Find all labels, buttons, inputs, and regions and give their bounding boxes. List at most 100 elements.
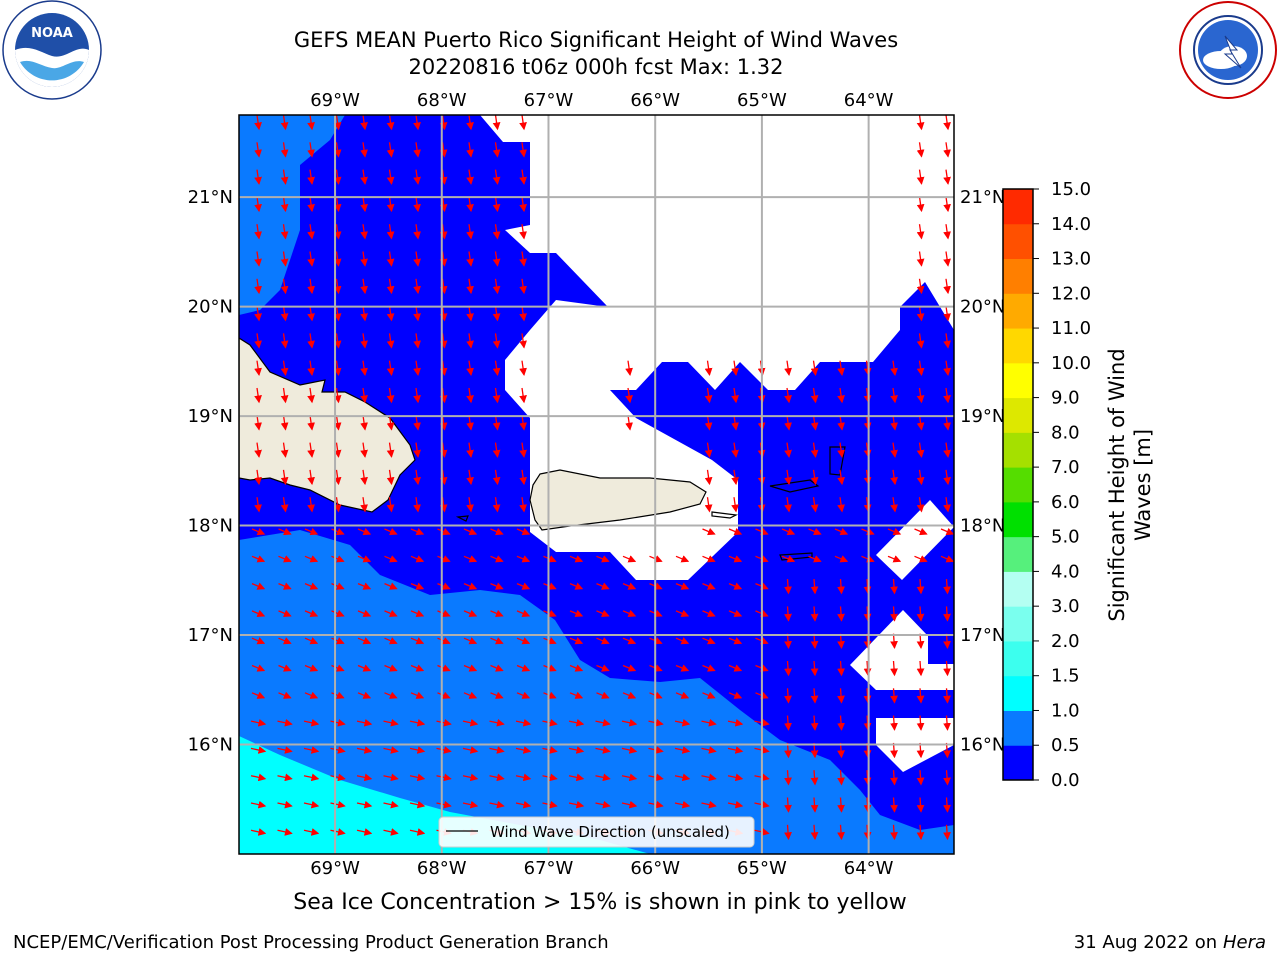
wave-vector	[278, 637, 292, 645]
wave-vector	[810, 797, 819, 813]
wave-vector	[492, 169, 501, 185]
wave-vector	[277, 746, 293, 754]
wave-vector	[386, 469, 395, 486]
wave-vector	[543, 609, 557, 618]
map-tick-labels: 69°W 69°W 68°W 68°W 67°W 67°W 66°W 66°W 65°W 65°W…	[188, 90, 1006, 879]
wave-vector	[568, 718, 585, 727]
wave-vector	[837, 797, 845, 813]
wave-vector	[784, 824, 792, 841]
wave-vector	[543, 555, 557, 563]
wave-vector	[489, 746, 505, 754]
noaa-logo: NOAA	[2, 0, 102, 100]
wave-vector	[360, 497, 368, 513]
wave-vector	[702, 555, 716, 563]
wave-vector	[409, 800, 426, 809]
wave-vector	[675, 664, 690, 672]
wave-vector	[837, 770, 845, 786]
wave-vector	[516, 555, 531, 563]
wave-vector	[413, 115, 421, 131]
wave-vector	[280, 224, 289, 240]
wave-vector	[466, 442, 474, 458]
wave-vector	[916, 306, 925, 322]
wave-vector	[386, 224, 395, 240]
wave-vector	[254, 115, 262, 131]
wave-vector	[386, 306, 395, 322]
wave-vector	[330, 746, 346, 754]
wave-vector	[837, 660, 845, 677]
wave-vector	[250, 828, 267, 836]
wave-vector	[251, 609, 266, 618]
wave-vector	[413, 169, 421, 185]
wave-vector	[386, 415, 395, 431]
wave-vector	[675, 555, 690, 563]
wave-vector	[333, 333, 342, 349]
wave-vector	[331, 527, 345, 536]
wave-vector	[466, 196, 474, 213]
wave-vector	[466, 224, 474, 240]
wave-vector	[596, 582, 610, 590]
wave-vector	[492, 251, 501, 267]
colorbar-segment	[1003, 432, 1033, 468]
wave-vector	[810, 360, 819, 376]
wave-vector	[386, 442, 395, 458]
wave-vector	[386, 360, 395, 376]
wave-vector	[251, 555, 266, 563]
nws-logo	[1179, 1, 1277, 99]
wave-vector	[277, 828, 293, 836]
wave-vector	[519, 469, 527, 486]
wave-vector	[463, 609, 478, 618]
lat-tick-label-left: 21°N	[188, 187, 233, 208]
lon-tick-label-bottom: 65°W	[737, 858, 787, 879]
wave-vector	[489, 773, 505, 782]
wave-vector	[250, 718, 267, 727]
colorbar-segment	[1003, 501, 1033, 538]
wave-vector	[254, 333, 262, 349]
wave-vector	[386, 333, 395, 349]
wave-vector	[916, 660, 925, 677]
wave-vector	[519, 115, 527, 131]
wave-vector	[463, 582, 478, 590]
wave-vector	[837, 387, 845, 404]
wave-vector	[784, 797, 792, 813]
footer-date-text: 31 Aug 2022 on	[1073, 932, 1218, 953]
wave-vector	[413, 142, 421, 158]
colorbar-segment	[1003, 571, 1033, 607]
wave-vector	[254, 142, 262, 158]
wave-vector	[384, 609, 398, 618]
wave-vector	[543, 691, 557, 699]
wave-vector	[890, 497, 898, 513]
colorbar-tick-label: 1.0	[1051, 700, 1080, 721]
wave-vector	[466, 306, 474, 322]
wave-vector	[861, 555, 875, 563]
noaa-logo-text: NOAA	[31, 26, 73, 41]
wave-vector	[462, 800, 479, 809]
colorbar-tick-label: 15.0	[1051, 179, 1091, 200]
wave-vector	[280, 442, 289, 458]
wave-vector	[356, 773, 373, 782]
wave-vector	[890, 387, 898, 404]
wave-vector	[254, 278, 262, 295]
wave-vector	[568, 800, 585, 809]
wave-vector	[622, 555, 637, 563]
wave-vector	[278, 555, 292, 563]
wave-vector	[409, 828, 426, 836]
wave-vector	[622, 637, 637, 645]
wave-vector	[784, 688, 792, 704]
wave-vector	[280, 115, 289, 131]
wave-vector	[728, 637, 743, 645]
wave-vector	[251, 582, 266, 590]
wave-vector	[439, 360, 448, 376]
wave-vector	[250, 800, 267, 809]
wave-vector	[943, 387, 951, 404]
wave-vector	[784, 360, 792, 376]
lon-tick-label-bottom: 66°W	[630, 858, 680, 879]
wave-vector	[516, 637, 531, 645]
wave-vector	[307, 387, 315, 404]
wave-vector	[490, 527, 504, 536]
wave-vector	[357, 637, 372, 645]
wave-vector	[943, 251, 951, 267]
wave-vector	[360, 387, 368, 404]
wave-vector	[386, 278, 395, 295]
wave-band-10-15	[239, 736, 650, 854]
wave-vector	[303, 828, 320, 836]
